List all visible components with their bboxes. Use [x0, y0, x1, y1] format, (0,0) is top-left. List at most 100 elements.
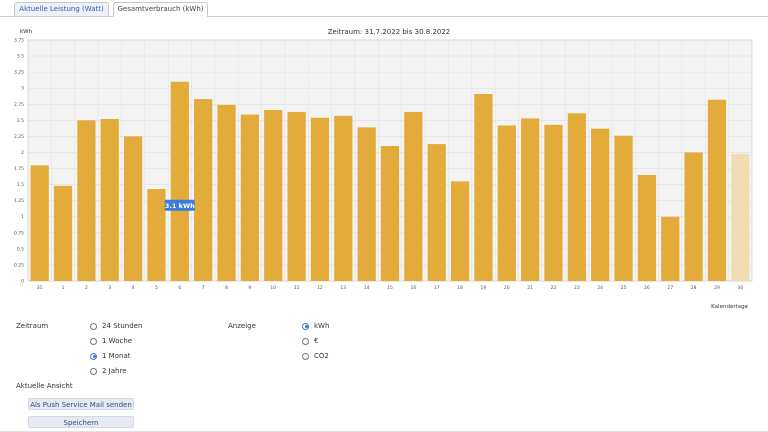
x-tick-label: 7	[202, 285, 205, 291]
push-service-mail-button[interactable]: Als Push Service Mail senden	[28, 398, 134, 410]
y-tick-label: 1	[21, 214, 24, 220]
x-tick-label: 18	[457, 285, 463, 291]
bar-29[interactable]	[707, 99, 727, 281]
radio-label-kwh: kWh	[314, 322, 330, 330]
radio-1-woche[interactable]	[90, 337, 97, 345]
y-tick-label: 0.25	[14, 262, 24, 268]
anzeige-option-euro[interactable]: €	[302, 335, 318, 347]
zeitraum-option-2-jahre[interactable]: 2 Jahre	[90, 365, 127, 377]
y-tick-label: 0	[21, 279, 24, 285]
x-tick-label: 24	[597, 285, 603, 291]
chart-title: Zeitraum: 31.7.2022 bis 30.8.2022	[328, 28, 451, 36]
bar-6[interactable]	[170, 81, 189, 281]
x-tick-label: 13	[340, 285, 346, 291]
chart-bars	[30, 81, 750, 282]
bar-14[interactable]	[357, 127, 376, 281]
x-tick-label: 14	[364, 285, 370, 291]
zeitraum-option-24-stunden[interactable]: 24 Stunden	[90, 320, 142, 332]
radio-co2[interactable]	[302, 352, 309, 360]
bar-22[interactable]	[544, 124, 563, 281]
tab-gesamtverbrauch[interactable]: Gesamtverbrauch (kWh)	[113, 2, 208, 17]
tab-bar: Aktuelle Leistung (Watt) Gesamtverbrauch…	[0, 0, 768, 17]
x-tick-label: 28	[691, 285, 697, 291]
radio-label-euro: €	[314, 337, 319, 345]
anzeige-option-kwh[interactable]: kWh	[302, 320, 329, 332]
x-tick-label: 17	[434, 285, 440, 291]
tooltip-text: 3.1 kWh	[165, 202, 195, 210]
radio-24-stunden[interactable]	[90, 322, 97, 330]
bar-9[interactable]	[240, 114, 259, 281]
x-tick-label: 4	[132, 285, 135, 291]
save-button[interactable]: Speichern	[28, 416, 134, 428]
y-tick-label: 2	[21, 150, 24, 156]
x-tick-label: 21	[527, 285, 533, 291]
bar-30[interactable]	[731, 153, 750, 281]
x-tick-label: 22	[551, 285, 557, 291]
bar-13[interactable]	[334, 115, 353, 282]
y-tick-labels: 0 0.25 0.5 0.75 1 1.25 1.5 1.75 2 2.25 2.5 2.75 3 3.2…	[14, 38, 24, 285]
y-tick-label: 1.5	[17, 182, 24, 188]
radio-label-24-stunden: 24 Stunden	[102, 322, 143, 330]
y-tick-label: 3.75	[14, 38, 24, 44]
radio-kwh[interactable]	[302, 322, 309, 330]
y-axis-label: kWh	[20, 29, 33, 35]
bar-3[interactable]	[100, 119, 119, 281]
x-axis-label: Kalendertage	[711, 304, 748, 310]
bar-10[interactable]	[264, 110, 283, 282]
zeitraum-option-1-monat[interactable]: 1 Monat	[90, 350, 130, 362]
aktuelle-ansicht-label: Aktuelle Ansicht	[16, 382, 73, 390]
x-tick-label: 6	[178, 285, 181, 291]
bar-16[interactable]	[404, 111, 423, 281]
x-tick-label: 20	[504, 285, 510, 291]
bar-24[interactable]	[591, 128, 610, 281]
x-tick-label: 2	[85, 285, 88, 291]
y-tick-label: 1.25	[14, 198, 24, 204]
bar-17[interactable]	[427, 144, 446, 281]
bar-2[interactable]	[77, 120, 96, 281]
y-tick-label: 3.5	[17, 54, 24, 60]
radio-euro[interactable]	[302, 337, 309, 345]
x-tick-label: 11	[294, 285, 300, 291]
radio-label-co2: CO2	[314, 352, 329, 360]
x-tick-label: 29	[714, 285, 720, 291]
bar-15[interactable]	[380, 146, 400, 281]
consumption-chart: 0 0.25 0.5 0.75 1 1.25 1.5 1.75 2 2.25 2.5 2.75 3 3.2…	[14, 28, 753, 310]
chart-tooltip: 3.1 kWh	[164, 199, 195, 211]
bar-4[interactable]	[123, 136, 143, 281]
bar-27[interactable]	[661, 216, 680, 281]
bar-7[interactable]	[194, 99, 213, 281]
x-tick-label: 26	[644, 285, 650, 291]
bar-25[interactable]	[614, 135, 633, 281]
bar-5[interactable]	[147, 189, 166, 281]
bar-11[interactable]	[287, 111, 306, 281]
x-tick-label: 12	[317, 285, 323, 291]
anzeige-option-co2[interactable]: CO2	[302, 350, 329, 362]
bar-1[interactable]	[53, 185, 73, 281]
radio-label-1-woche: 1 Woche	[102, 337, 133, 345]
x-tick-label: 3	[108, 285, 111, 291]
radio-label-2-jahre: 2 Jahre	[102, 367, 127, 375]
bar-21[interactable]	[521, 118, 540, 281]
x-tick-label: 25	[621, 285, 627, 291]
zeitraum-label: Zeitraum	[16, 322, 49, 330]
bar-20[interactable]	[497, 125, 516, 281]
y-tick-label: 1.75	[14, 166, 24, 172]
bar-28[interactable]	[684, 152, 703, 281]
y-tick-label: 3	[21, 86, 24, 92]
zeitraum-option-1-woche[interactable]: 1 Woche	[90, 335, 132, 347]
x-tick-label: 16	[410, 285, 416, 291]
bar-23[interactable]	[567, 113, 586, 281]
y-tick-label: 0.5	[17, 246, 24, 252]
bar-31[interactable]	[30, 165, 49, 281]
y-tick-label: 3.25	[14, 70, 24, 76]
x-tick-label: 15	[387, 285, 393, 291]
bar-19[interactable]	[474, 93, 493, 281]
bar-8[interactable]	[217, 104, 236, 281]
radio-1-monat[interactable]	[90, 352, 97, 360]
x-tick-label: 27	[667, 285, 673, 291]
bar-26[interactable]	[637, 174, 657, 281]
bar-12[interactable]	[310, 117, 330, 281]
tab-aktuelle-leistung[interactable]: Aktuelle Leistung (Watt)	[14, 2, 109, 16]
radio-2-jahre[interactable]	[90, 367, 97, 375]
bar-18[interactable]	[450, 181, 470, 281]
